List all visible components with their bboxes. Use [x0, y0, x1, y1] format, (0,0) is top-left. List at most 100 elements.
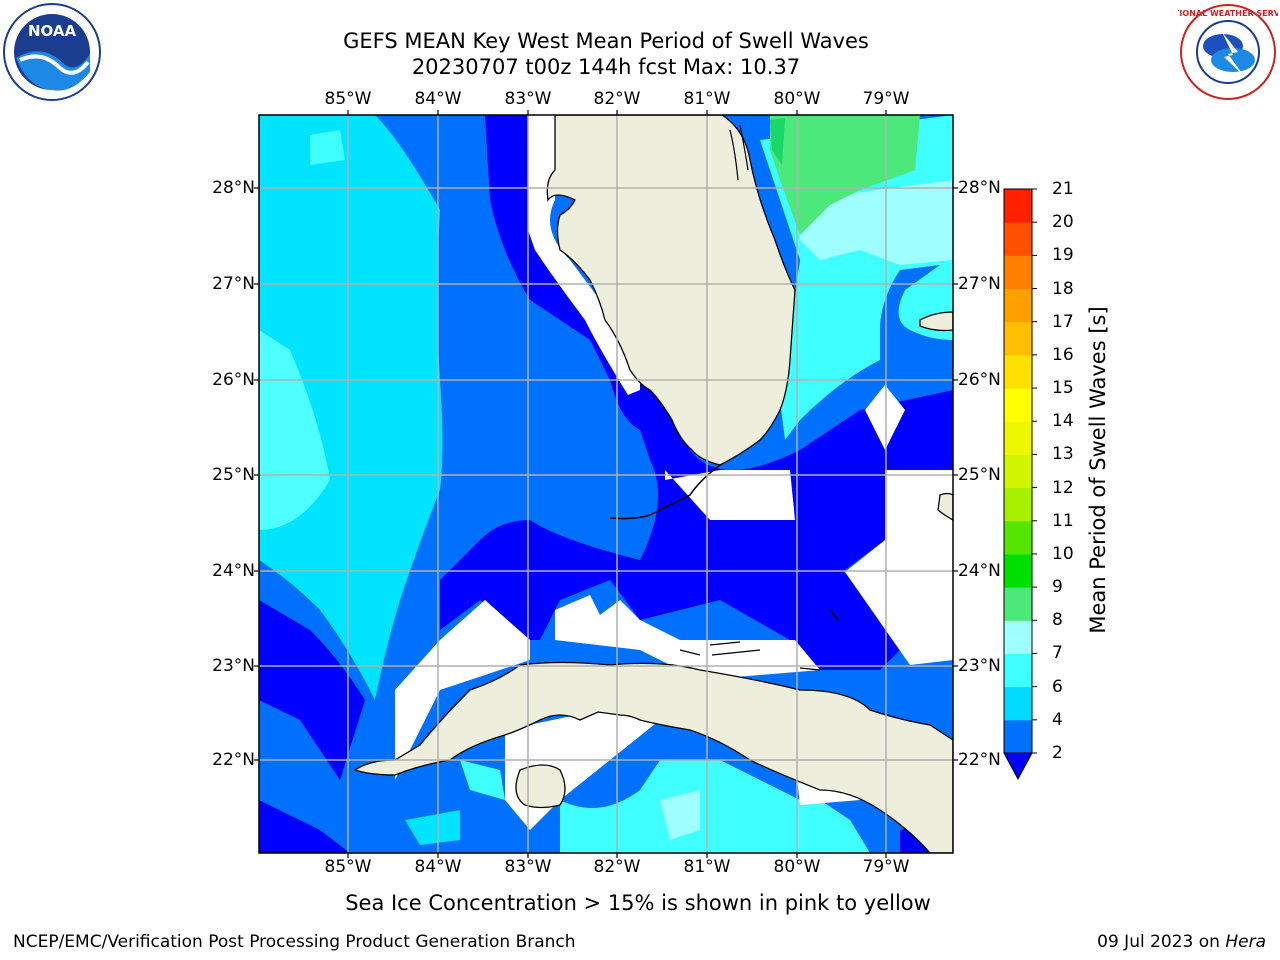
colorbar-swatch — [1004, 653, 1032, 688]
map-frame — [258, 114, 954, 854]
lat-label-left: 22°N — [212, 750, 255, 770]
colorbar-swatch — [1004, 553, 1032, 588]
colorbar-tick-label: 12 — [1052, 477, 1074, 498]
colorbar-tick-label: 9 — [1052, 577, 1063, 598]
lon-label-top: 82°W — [593, 89, 641, 109]
lon-label-top: 79°W — [862, 89, 910, 109]
sea-ice-note: Sea Ice Concentration > 15% is shown in … — [345, 891, 931, 915]
colorbar-frame — [1003, 188, 1033, 754]
colorbar — [1003, 188, 1037, 781]
lon-label-bottom: 79°W — [862, 857, 910, 877]
colorbar-swatch — [1004, 719, 1032, 754]
lat-label-left: 23°N — [212, 656, 255, 676]
colorbar-swatch — [1004, 454, 1032, 489]
map-gridlines — [259, 115, 953, 853]
cuba-cays — [679, 641, 821, 671]
colorbar-swatch — [1004, 255, 1032, 290]
colorbar-tick-label: 16 — [1052, 344, 1074, 365]
lon-label-top: 81°W — [683, 89, 731, 109]
colorbar-swatch — [1004, 686, 1032, 721]
lat-label-left: 28°N — [212, 178, 255, 198]
colorbar-tick-label: 20 — [1052, 212, 1074, 233]
colorbar-tick-label: 13 — [1052, 444, 1074, 465]
colorbar-tick-label: 18 — [1052, 278, 1074, 299]
period-zone-4-6s — [259, 115, 443, 700]
colorbar-tick-label: 6 — [1052, 676, 1063, 697]
bahamas-landmass — [937, 492, 953, 521]
lon-label-top: 83°W — [504, 89, 552, 109]
missing-data-area — [555, 595, 820, 680]
lon-label-bottom: 82°W — [593, 857, 641, 877]
period-zone-6-8s — [405, 810, 460, 845]
colorbar-tick-label: 2 — [1052, 743, 1063, 763]
colorbar-tick-label: 10 — [1052, 543, 1074, 564]
period-zone-6-7s — [310, 130, 345, 165]
lat-label-right: 26°N — [958, 370, 1001, 390]
lat-label-right: 27°N — [958, 274, 1001, 294]
svg-text:NATIONAL WEATHER SERVICE: NATIONAL WEATHER SERVICE — [1178, 9, 1278, 18]
colorbar-tick-label: 19 — [1052, 245, 1074, 266]
colorbar-tick-label: 15 — [1052, 378, 1074, 399]
lon-label-bottom: 80°W — [773, 857, 821, 877]
colorbar-swatch — [1004, 354, 1032, 389]
footer-date: 09 Jul 2023 on Hera — [1097, 932, 1266, 952]
missing-data-area — [865, 385, 905, 450]
lat-label-right: 23°N — [958, 656, 1001, 676]
missing-data-area — [845, 470, 953, 665]
lon-label-bottom: 81°W — [683, 857, 731, 877]
lat-label-right: 24°N — [958, 561, 1001, 581]
footer-date-text: 09 Jul 2023 on — [1097, 932, 1226, 952]
colorbar-swatch — [1004, 222, 1032, 256]
colorbar-tick-label: 7 — [1052, 643, 1063, 664]
lat-label-right: 22°N — [958, 750, 1001, 770]
lon-label-top: 84°W — [414, 89, 462, 109]
noaa-logo: NOAA — [2, 2, 102, 102]
period-zone-below-2s — [259, 800, 350, 853]
lat-label-left: 25°N — [212, 465, 255, 485]
lat-label-left: 26°N — [212, 370, 255, 390]
lon-label-top: 80°W — [773, 89, 821, 109]
lon-label-top: 85°W — [324, 89, 372, 109]
colorbar-swatch — [1004, 487, 1032, 522]
period-zone-6-8s — [460, 760, 505, 800]
period-zone-8-9s — [660, 790, 700, 840]
colorbar-swatch — [1004, 288, 1032, 323]
footer-host: Hera — [1225, 932, 1266, 952]
colorbar-tick-label: 21 — [1052, 179, 1074, 199]
period-zone-9-10s — [770, 115, 920, 235]
lat-label-right: 28°N — [958, 178, 1001, 198]
florida-keys — [609, 464, 721, 520]
period-zone-below-2s — [440, 115, 953, 670]
period-zone-10s — [770, 118, 785, 165]
lat-label-right: 25°N — [958, 465, 1001, 485]
colorbar-tick-label: 11 — [1052, 510, 1074, 531]
chart-title: GEFS MEAN Key West Mean Period of Swell … — [343, 29, 869, 53]
colorbar-swatch — [1004, 189, 1032, 223]
lon-label-bottom: 84°W — [414, 857, 462, 877]
colorbar-swatch — [1004, 620, 1032, 654]
lat-label-left: 27°N — [212, 274, 255, 294]
colorbar-tick-label: 4 — [1052, 709, 1063, 730]
missing-data-area — [665, 470, 795, 520]
lake-okeechobee — [729, 124, 749, 181]
colorbar-extend-below — [1003, 752, 1033, 781]
lat-label-left: 24°N — [212, 561, 255, 581]
colorbar-swatch — [1004, 520, 1032, 555]
colorbar-swatch — [1004, 388, 1032, 422]
chart-subtitle: 20230707 t00z 144h fcst Max: 10.37 — [411, 55, 801, 79]
bahamas-landmass — [919, 311, 953, 332]
period-zone-below-2s — [259, 600, 365, 780]
colorbar-swatch — [1004, 587, 1032, 621]
nws-logo: NATIONAL WEATHER SERVICE — [1162, 2, 1280, 102]
colorbar-label: Mean Period of Swell Waves [s] — [1086, 306, 1110, 634]
colorbar-tick-label: 14 — [1052, 411, 1074, 432]
missing-data-area — [395, 600, 530, 780]
colorbar-swatch — [1004, 421, 1032, 455]
cay-sal-bank — [829, 609, 839, 621]
colorbar-tick-label: 17 — [1052, 311, 1074, 332]
period-zone-8-9s — [800, 180, 953, 265]
period-zone-6-8s — [560, 760, 870, 853]
lon-label-bottom: 85°W — [324, 857, 372, 877]
lon-label-bottom: 83°W — [504, 857, 552, 877]
